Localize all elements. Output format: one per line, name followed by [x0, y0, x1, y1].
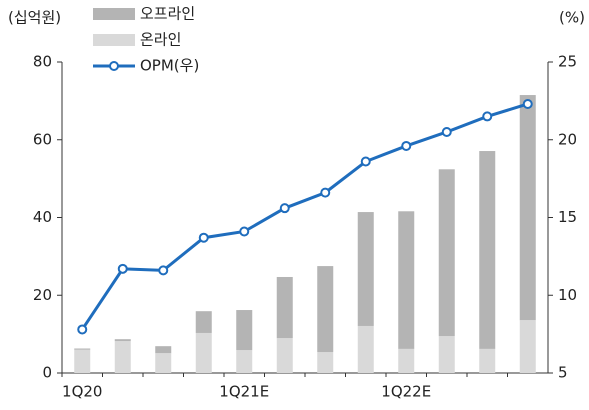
y2-tick-label: 20 [558, 130, 577, 148]
bar [114, 341, 131, 373]
marker [441, 126, 452, 137]
bar [195, 332, 212, 373]
y-axis-label: (십억원) [8, 9, 61, 27]
marker [239, 226, 250, 237]
marker [77, 324, 88, 335]
marker [482, 111, 493, 122]
bar [195, 311, 212, 333]
legend-label: 온라인 [140, 31, 181, 49]
y-tick-label: 40 [33, 208, 52, 226]
marker [401, 140, 412, 151]
bar [479, 348, 496, 373]
y-tick-label: 80 [33, 53, 52, 71]
marker [158, 265, 169, 276]
bar [317, 266, 334, 353]
bar [438, 169, 455, 337]
bar [236, 310, 253, 351]
marker [198, 232, 209, 243]
x-tick-label: 1Q21E [219, 383, 269, 401]
line [81, 102, 529, 331]
y2-tick-label: 25 [558, 53, 577, 71]
y-tick-label: 60 [33, 130, 52, 148]
marker [279, 203, 290, 214]
bar [479, 151, 496, 349]
marker [360, 156, 371, 167]
marker [117, 263, 128, 274]
y2-tick-label: 10 [558, 286, 577, 304]
bar [74, 348, 91, 350]
marker [320, 187, 331, 198]
y2-tick-label: 15 [558, 208, 577, 226]
bar [155, 346, 172, 354]
legend-swatch [93, 34, 135, 46]
bar [398, 211, 415, 349]
bar [357, 325, 374, 373]
bar [276, 276, 293, 339]
legend-label: 오프라인 [140, 5, 195, 23]
bar [236, 350, 253, 373]
y2-tick-label: 5 [558, 364, 568, 382]
legend-label: OPM(우) [140, 57, 199, 75]
bar [317, 352, 334, 373]
bar [74, 349, 91, 373]
bar [438, 336, 455, 373]
bar [155, 353, 172, 373]
y2-axis-label: (%) [559, 9, 585, 27]
legend-swatch [93, 8, 135, 20]
bar [398, 348, 415, 373]
bar [114, 339, 131, 342]
x-tick-label: 1Q20 [62, 383, 102, 401]
x-tick-label: 1Q22E [381, 383, 431, 401]
y-tick-label: 20 [33, 286, 52, 304]
bar [276, 338, 293, 373]
bar [519, 320, 536, 373]
bar [519, 95, 536, 321]
marker [522, 98, 533, 109]
bar [357, 212, 374, 326]
y-tick-label: 0 [42, 364, 52, 382]
legend-marker [109, 61, 119, 71]
